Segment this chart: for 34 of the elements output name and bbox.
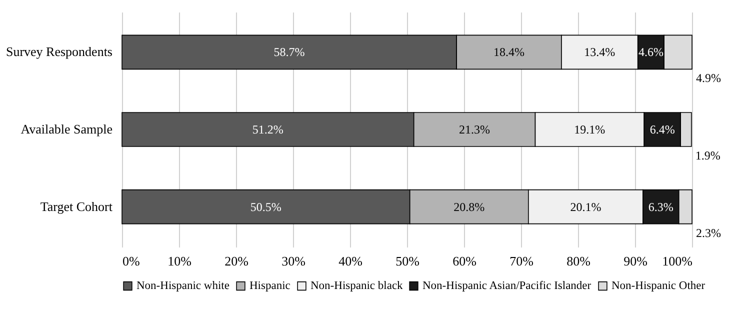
y-tick-label: Available Sample bbox=[20, 122, 113, 136]
x-tick-label: 50% bbox=[396, 254, 420, 268]
data-label: 4.6% bbox=[638, 45, 664, 60]
x-tick-label: 70% bbox=[510, 254, 534, 268]
x-tick-label: 60% bbox=[452, 254, 477, 268]
legend-label: Non-Hispanic white bbox=[136, 280, 230, 292]
legend-label: Non-Hispanic black bbox=[310, 280, 404, 292]
x-tick-label: 40% bbox=[338, 254, 363, 268]
x-tick-label: 30% bbox=[282, 254, 306, 268]
data-label: 20.1% bbox=[570, 200, 602, 214]
x-tick-label: 20% bbox=[224, 254, 249, 268]
data-label: 4.9% bbox=[696, 71, 721, 86]
x-tick-label: 90% bbox=[624, 254, 648, 268]
y-tick-label: Survey Respondents bbox=[6, 44, 112, 60]
data-label: 50.5% bbox=[250, 200, 282, 214]
y-tick-label: Target Cohort bbox=[40, 198, 113, 214]
legend-label: Hispanic bbox=[250, 280, 290, 292]
data-label: 19.1% bbox=[574, 122, 606, 136]
legend-label: Non-Hispanic Other bbox=[612, 280, 706, 292]
data-label: 6.4% bbox=[650, 122, 675, 136]
data-label: 21.3% bbox=[459, 122, 490, 136]
data-label: 51.2% bbox=[252, 122, 284, 136]
x-tick-label: 0% bbox=[122, 254, 140, 268]
data-label: 1.9% bbox=[695, 148, 720, 162]
data-label: 18.4% bbox=[494, 45, 525, 60]
x-tick-label: 100% bbox=[662, 254, 693, 268]
data-label: 6.3% bbox=[648, 200, 674, 214]
data-label: 13.4% bbox=[584, 45, 616, 60]
x-tick-label: 10% bbox=[168, 254, 192, 268]
legend-label: Non-Hispanic Asian/Pacific Islander bbox=[422, 280, 592, 292]
data-label: 58.7% bbox=[274, 45, 305, 60]
data-label: 2.3% bbox=[696, 226, 721, 240]
x-tick-label: 80% bbox=[566, 254, 591, 268]
data-label: 20.8% bbox=[454, 200, 485, 214]
